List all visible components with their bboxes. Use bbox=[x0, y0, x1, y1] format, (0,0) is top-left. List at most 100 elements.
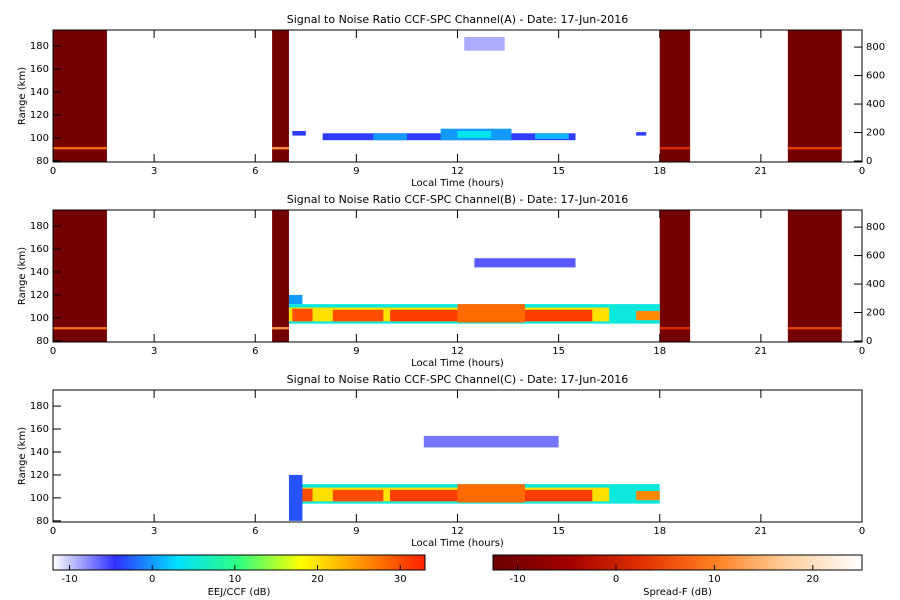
y-tick-label: 160 bbox=[30, 244, 49, 255]
x-tick-label: 18 bbox=[653, 166, 666, 177]
snr-cell bbox=[457, 484, 525, 503]
snr-cell bbox=[423, 435, 559, 448]
y-tick-label: 120 bbox=[30, 470, 49, 481]
y2-tick-label: 400 bbox=[866, 99, 885, 110]
snr-cell bbox=[457, 304, 525, 323]
snr-cell bbox=[288, 294, 303, 305]
colorbar-tick-label: -10 bbox=[61, 574, 77, 585]
colorbar-label: Spread-F (dB) bbox=[643, 587, 712, 598]
colorbar-tick-label: 20 bbox=[806, 574, 819, 585]
colorbar-tick-label: -10 bbox=[509, 574, 525, 585]
spread-f-cell bbox=[272, 147, 289, 150]
spread-f-cell bbox=[787, 327, 842, 330]
y-tick-label: 120 bbox=[30, 110, 49, 121]
y-tick-label: 160 bbox=[30, 64, 49, 75]
y-axis-label: Range (km) bbox=[17, 427, 28, 485]
x-tick-label: 12 bbox=[451, 346, 464, 357]
y2-tick-label: 600 bbox=[866, 71, 885, 82]
y-tick-label: 140 bbox=[30, 447, 49, 458]
snr-cell bbox=[332, 489, 384, 502]
spread-f-cell bbox=[53, 327, 107, 330]
y-axis-label: Range (km) bbox=[17, 67, 28, 125]
y-tick-label: 140 bbox=[30, 87, 49, 98]
snr-cell bbox=[636, 311, 660, 321]
snr-cell bbox=[636, 491, 660, 501]
x-tick-label: 0 bbox=[859, 346, 865, 357]
spread-f-cell bbox=[787, 210, 842, 342]
colorbar-tick-label: 0 bbox=[149, 574, 155, 585]
spread-f-cell bbox=[53, 147, 107, 150]
x-tick-label: 3 bbox=[151, 346, 157, 357]
x-tick-label: 6 bbox=[252, 166, 258, 177]
y-tick-label: 180 bbox=[30, 401, 49, 412]
y2-tick-label: 0 bbox=[866, 156, 872, 167]
snr-cell bbox=[292, 308, 313, 322]
y2-tick-label: 200 bbox=[866, 128, 885, 139]
x-tick-label: 3 bbox=[151, 166, 157, 177]
chart-title: Signal to Noise Ratio CCF-SPC Channel(A)… bbox=[287, 13, 628, 26]
x-tick-label: 9 bbox=[353, 526, 359, 537]
y-tick-label: 80 bbox=[36, 336, 49, 347]
y2-tick-label: 400 bbox=[866, 279, 885, 290]
x-tick-label: 15 bbox=[552, 526, 565, 537]
chart-title: Signal to Noise Ratio CCF-SPC Channel(B)… bbox=[287, 193, 629, 206]
y-tick-label: 100 bbox=[30, 133, 49, 144]
snr-cell bbox=[474, 258, 576, 268]
x-tick-label: 0 bbox=[50, 346, 56, 357]
y-tick-label: 180 bbox=[30, 221, 49, 232]
y-tick-label: 160 bbox=[30, 424, 49, 435]
snr-cell bbox=[464, 36, 505, 51]
plot-area bbox=[53, 30, 862, 162]
y-axis-label: Range (km) bbox=[17, 247, 28, 305]
y-tick-label: 120 bbox=[30, 290, 49, 301]
x-tick-label: 15 bbox=[552, 346, 565, 357]
spread-f-cell bbox=[272, 327, 289, 330]
y2-tick-label: 600 bbox=[866, 251, 885, 262]
x-axis-label: Local Time (hours) bbox=[411, 178, 504, 189]
snr-cell bbox=[373, 133, 407, 141]
colorbar-tick-label: 20 bbox=[311, 574, 324, 585]
y-tick-label: 140 bbox=[30, 267, 49, 278]
y2-tick-label: 800 bbox=[866, 222, 885, 233]
colorbar-tick-label: 10 bbox=[228, 574, 241, 585]
x-tick-label: 12 bbox=[451, 166, 464, 177]
spread-f-cell bbox=[53, 30, 107, 162]
colorbar bbox=[52, 554, 426, 571]
x-tick-label: 9 bbox=[353, 166, 359, 177]
spread-f-cell bbox=[787, 30, 842, 162]
x-tick-label: 18 bbox=[653, 346, 666, 357]
x-tick-label: 0 bbox=[50, 166, 56, 177]
x-tick-label: 12 bbox=[451, 526, 464, 537]
y-tick-label: 80 bbox=[36, 516, 49, 527]
colorbar-label: EEJ/CCF (dB) bbox=[208, 587, 271, 598]
colorbar-tick-label: 30 bbox=[394, 574, 407, 585]
chart-title: Signal to Noise Ratio CCF-SPC Channel(C)… bbox=[287, 373, 629, 386]
x-tick-label: 21 bbox=[755, 526, 768, 537]
x-tick-label: 21 bbox=[755, 346, 768, 357]
y-tick-label: 80 bbox=[36, 156, 49, 167]
x-tick-label: 6 bbox=[252, 526, 258, 537]
snr-cell bbox=[288, 474, 303, 521]
y-tick-label: 100 bbox=[30, 313, 49, 324]
y-tick-label: 100 bbox=[30, 493, 49, 504]
snr-cell bbox=[457, 131, 492, 138]
x-tick-label: 21 bbox=[755, 166, 768, 177]
snr-cell bbox=[535, 133, 569, 140]
snr-cell bbox=[332, 309, 384, 322]
y2-tick-label: 800 bbox=[866, 42, 885, 53]
y2-tick-label: 0 bbox=[866, 336, 872, 347]
colorbar-tick-label: 0 bbox=[613, 574, 619, 585]
snr-cell bbox=[292, 131, 306, 136]
spread-f-cell bbox=[787, 147, 842, 150]
spread-f-cell bbox=[53, 210, 107, 342]
y2-tick-label: 200 bbox=[866, 308, 885, 319]
x-tick-label: 15 bbox=[552, 166, 565, 177]
x-tick-label: 3 bbox=[151, 526, 157, 537]
x-tick-label: 0 bbox=[859, 526, 865, 537]
x-axis-label: Local Time (hours) bbox=[411, 358, 504, 369]
spread-f-cell bbox=[659, 30, 691, 162]
colorbar bbox=[492, 554, 863, 571]
spread-f-cell bbox=[659, 327, 691, 330]
x-tick-label: 9 bbox=[353, 346, 359, 357]
